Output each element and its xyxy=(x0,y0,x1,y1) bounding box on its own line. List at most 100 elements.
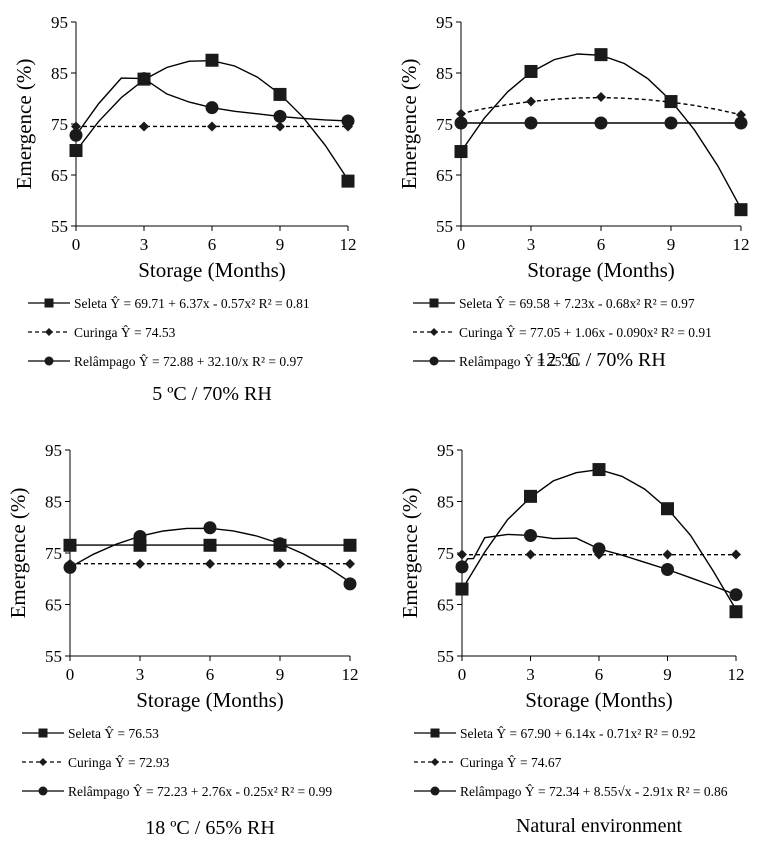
series-line-relâmpago xyxy=(69,527,351,583)
x-tick-label: 9 xyxy=(667,235,676,254)
x-tick-label: 9 xyxy=(276,665,285,684)
y-tick-label: 75 xyxy=(436,115,453,134)
x-tick-label: 12 xyxy=(733,235,750,254)
y-tick-label: 95 xyxy=(45,441,62,460)
legend-marker xyxy=(430,786,440,796)
data-point xyxy=(203,538,217,552)
data-point xyxy=(133,530,147,544)
y-tick-label: 75 xyxy=(45,544,62,563)
data-point xyxy=(666,96,676,107)
x-tick-label: 6 xyxy=(597,235,606,254)
legend-entry: Seleta Ŷ = 69.58 + 7.23x - 0.68x² R² = 0… xyxy=(459,296,695,311)
x-axis-label: Storage (Months) xyxy=(136,688,284,712)
data-point xyxy=(524,528,537,542)
y-tick-label: 75 xyxy=(51,115,68,134)
y-tick-label: 95 xyxy=(436,13,453,32)
data-point xyxy=(275,558,285,569)
series-line-relâmpago xyxy=(461,533,737,596)
panel-caption: 12 ºC / 70% RH xyxy=(536,349,666,371)
panel-caption: Natural environment xyxy=(516,815,682,837)
data-point xyxy=(343,577,357,591)
x-tick-label: 12 xyxy=(340,235,357,254)
series-line-seleta xyxy=(461,468,737,610)
legend-marker xyxy=(44,356,54,366)
data-point xyxy=(454,116,468,130)
data-point xyxy=(594,116,608,130)
legend-marker xyxy=(44,298,54,308)
y-tick-label: 55 xyxy=(437,647,454,666)
y-tick-label: 95 xyxy=(51,13,68,32)
x-tick-label: 12 xyxy=(342,665,359,684)
data-point xyxy=(71,121,81,132)
y-axis-label: Emergence (%) xyxy=(397,59,421,190)
data-point xyxy=(273,87,287,101)
y-tick-label: 55 xyxy=(45,647,62,666)
series-line-seleta xyxy=(75,59,349,181)
y-tick-label: 85 xyxy=(51,64,68,83)
x-tick-label: 6 xyxy=(206,665,215,684)
legend-entry: Curinga Ŷ = 77.05 + 1.06x - 0.090x² R² =… xyxy=(459,325,712,340)
data-point xyxy=(661,502,674,516)
series-line-seleta xyxy=(460,53,742,209)
data-point xyxy=(273,537,287,551)
chart-panel-3: 55 65 75 85 95 0 3 6 9 12 Storage (Months) Emergenc… xyxy=(6,441,359,839)
data-point xyxy=(205,53,219,67)
data-point xyxy=(275,121,285,132)
panel-caption: 18 ºC / 65% RH xyxy=(145,817,275,839)
y-tick-label: 85 xyxy=(45,493,62,512)
chart-panel-1: 55 65 75 85 95 0 3 6 9 12 Storage (Months) Emergenc… xyxy=(12,13,357,405)
x-tick-label: 3 xyxy=(136,665,145,684)
x-tick-label: 6 xyxy=(208,235,217,254)
chart-panel-4: 55 65 75 85 95 0 3 6 9 12 Storage (Months) Emergenc… xyxy=(398,441,745,837)
x-axis-label: Storage (Months) xyxy=(527,258,675,282)
data-point xyxy=(135,558,145,569)
legend-entry: Relâmpago Ŷ = 72.34 + 8.55√x - 2.91x R² … xyxy=(460,784,728,799)
y-tick-label: 85 xyxy=(437,493,454,512)
data-point xyxy=(454,145,468,159)
data-point xyxy=(273,109,287,123)
x-tick-label: 3 xyxy=(526,665,535,684)
x-tick-label: 3 xyxy=(527,235,536,254)
legend-entry: Seleta Ŷ = 69.71 + 6.37x - 0.57x² R² = 0… xyxy=(74,296,310,311)
x-tick-label: 9 xyxy=(276,235,285,254)
data-point xyxy=(343,538,357,552)
data-point xyxy=(524,64,538,78)
data-point xyxy=(729,588,743,602)
x-tick-label: 9 xyxy=(663,665,672,684)
legend-entry: Curinga Ŷ = 72.93 xyxy=(68,755,170,770)
data-point xyxy=(526,96,536,107)
chart-panel-2: 55 65 75 85 95 0 3 6 9 12 Storage (Months) Emergenc… xyxy=(397,13,750,371)
y-tick-label: 65 xyxy=(51,166,68,185)
legend-entry: Relâmpago Ŷ = 72.23 + 2.76x - 0.25x² R² … xyxy=(68,784,332,799)
x-axis-label: Storage (Months) xyxy=(525,688,673,712)
legend-entry: Seleta Ŷ = 67.90 + 6.14x - 0.71x² R² = 0… xyxy=(460,726,696,741)
x-tick-label: 0 xyxy=(458,665,467,684)
x-tick-label: 12 xyxy=(728,665,745,684)
data-point xyxy=(137,72,151,86)
data-point xyxy=(596,91,606,102)
x-tick-label: 6 xyxy=(595,665,604,684)
data-point xyxy=(63,560,77,574)
legend-entry: Seleta Ŷ = 76.53 xyxy=(68,726,159,741)
data-point xyxy=(662,549,673,560)
data-point xyxy=(139,121,149,132)
data-point xyxy=(525,549,536,560)
data-point xyxy=(205,101,219,115)
data-point xyxy=(69,128,83,142)
panel-caption: 5 ºC / 70% RH xyxy=(152,383,272,405)
y-tick-label: 85 xyxy=(436,64,453,83)
y-tick-label: 55 xyxy=(51,217,68,236)
data-point xyxy=(594,48,608,62)
data-point xyxy=(524,489,537,503)
legend-marker xyxy=(431,758,439,766)
legend-marker xyxy=(429,298,439,308)
data-point xyxy=(341,114,355,128)
legend-marker xyxy=(38,728,48,738)
y-axis-label: Emergence (%) xyxy=(12,59,36,190)
x-tick-label: 0 xyxy=(72,235,81,254)
data-point xyxy=(203,521,217,535)
data-point xyxy=(457,549,467,560)
data-point xyxy=(63,538,77,552)
data-point xyxy=(524,116,538,130)
legend-marker xyxy=(429,356,439,366)
